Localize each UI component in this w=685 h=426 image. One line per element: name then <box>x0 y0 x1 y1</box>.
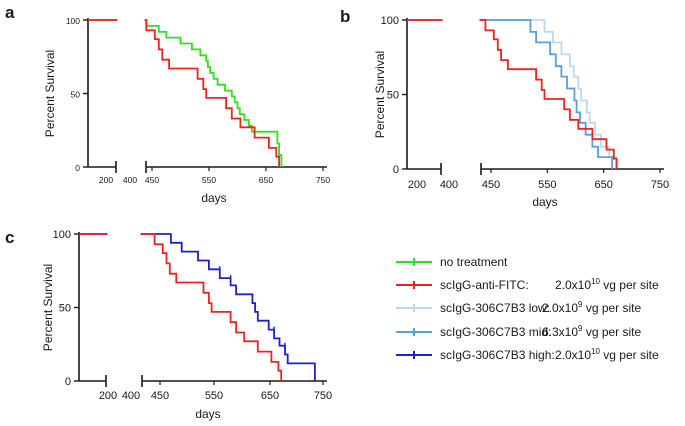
legend-dose: 2.0x1010 vg per site <box>555 347 659 362</box>
y-tick-label: 50 <box>59 303 71 315</box>
x-tick-label: 750 <box>316 175 330 185</box>
x-axis-label: days <box>532 195 557 209</box>
legend-label: scIgG-306C7B3 mid: <box>440 325 551 339</box>
legend-label: scIgG-306C7B3 low: <box>440 301 550 315</box>
series-line-scigg-anti-fitc <box>79 233 283 381</box>
x-tick-label: 400 <box>123 175 137 185</box>
break-gap-mask <box>117 17 145 23</box>
x-tick-label: 750 <box>651 179 669 191</box>
x-tick-label: 450 <box>151 390 169 402</box>
legend-dose-suffix: vg per site <box>582 325 641 339</box>
x-tick-label: 200 <box>408 179 426 191</box>
legend-dose: 2.0x109 vg per site <box>542 300 642 315</box>
x-tick-label: 200 <box>99 390 117 402</box>
x-tick-label: 550 <box>202 175 216 185</box>
y-tick-label: 0 <box>393 164 399 176</box>
panel-b: b Percent Survival 0 50 100 200 400 450 550 650 75… <box>340 7 669 209</box>
x-tick-label: 400 <box>440 179 458 191</box>
x-tick-label: 650 <box>259 175 273 185</box>
y-tick-label: 100 <box>381 15 399 27</box>
series-line-scigg-306c7b3-low <box>407 19 617 169</box>
y-tick-label: 0 <box>75 163 80 173</box>
x-tick-label: 650 <box>594 179 612 191</box>
y-tick-label: 100 <box>53 229 71 241</box>
x-tick-label: 750 <box>314 390 332 402</box>
x-tick-label: 650 <box>261 390 279 402</box>
series-line-scigg-anti-fitc <box>88 19 280 167</box>
legend-item: scIgG-306C7B3 low:2.0x109 vg per site <box>396 300 642 315</box>
break-gap-mask <box>107 231 141 237</box>
legend-dose-suffix: vg per site <box>600 278 659 292</box>
y-tick-label: 50 <box>71 90 81 100</box>
y-tick-label: 50 <box>387 90 399 102</box>
x-tick-label: 550 <box>538 179 556 191</box>
x-axis-label: days <box>195 407 220 421</box>
panel-letter: a <box>5 3 15 22</box>
series-line-scigg-anti-fitc <box>407 19 618 169</box>
x-tick-label: 450 <box>145 175 159 185</box>
legend-dose-base: 2.0x10 <box>555 278 591 292</box>
y-axis-label: Percent Survival <box>373 51 387 138</box>
legend-dose-exp: 9 <box>578 300 583 309</box>
legend-label: no treatment <box>440 255 508 269</box>
legend-dose-exp: 9 <box>578 324 583 333</box>
x-tick-label: 450 <box>482 179 500 191</box>
x-axis-label: days <box>201 191 226 205</box>
legend-dose-exp: 10 <box>591 347 600 356</box>
series-line-no-treatment <box>88 19 283 167</box>
legend-item: scIgG-306C7B3 mid:6.3x109 vg per site <box>396 324 642 339</box>
break-gap-mask <box>442 17 480 23</box>
panel-c: c Percent Survival 0 50 100 200 400 450 550 650 75… <box>5 228 332 421</box>
legend-dose: 2.0x1010 vg per site <box>555 277 659 292</box>
x-tick-label: 550 <box>205 390 223 402</box>
legend-dose-base: 2.0x10 <box>542 301 578 315</box>
y-tick-label: 0 <box>65 376 71 388</box>
legend-item: scIgG-anti-FITC: 2.0x1010 vg per site <box>396 277 659 292</box>
legend-dose-base: 6.3x10 <box>542 325 578 339</box>
legend-dose-base: 2.0x10 <box>555 348 591 362</box>
legend-dose-suffix: vg per site <box>582 301 641 315</box>
x-tick-label: 200 <box>99 175 113 185</box>
legend-item: no treatment <box>396 255 508 269</box>
series-line-scigg-306c7b3-mid <box>407 19 613 169</box>
panel-letter: c <box>5 228 14 247</box>
panel-a: a Percent Survival 0 50 100 200 400 450 550 650 75… <box>5 3 330 205</box>
legend-dose-suffix: vg per site <box>600 348 659 362</box>
legend-item: scIgG-306C7B3 high: 2.0x1010 vg per site <box>396 347 659 362</box>
legend-dose: 6.3x109 vg per site <box>542 324 642 339</box>
x-tick-label: 400 <box>122 390 140 402</box>
panel-letter: b <box>340 7 350 26</box>
legend-dose-exp: 10 <box>591 277 600 286</box>
series-line-scigg-306c7b3-high <box>79 233 316 381</box>
y-tick-label: 100 <box>66 16 80 26</box>
y-axis-label: Percent Survival <box>41 264 55 351</box>
legend-label: scIgG-306C7B3 high: <box>440 348 555 362</box>
legend-label: scIgG-anti-FITC: <box>440 278 529 292</box>
y-axis-label: Percent Survival <box>43 50 57 137</box>
